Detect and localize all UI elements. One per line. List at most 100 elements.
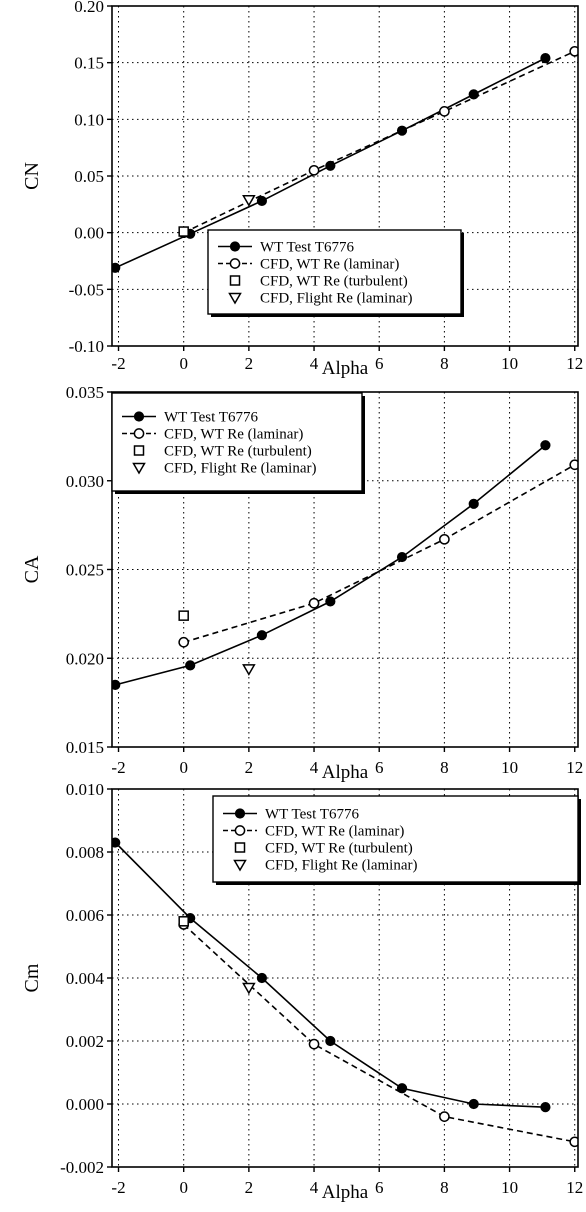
x-tick-label: 4	[310, 354, 319, 373]
y-tick-label: 0.035	[66, 383, 104, 402]
x-tick-label: 4	[310, 758, 319, 777]
x-tick-label: 2	[245, 354, 254, 373]
data-point	[569, 45, 578, 57]
x-tick-label: 12	[566, 1178, 583, 1197]
data-point	[178, 610, 189, 621]
legend-label: CFD, WT Re (turbulent)	[265, 841, 413, 857]
series-2	[178, 459, 578, 648]
legend-label: CFD, WT Re (turbulent)	[164, 444, 312, 460]
data-point	[325, 1035, 336, 1047]
series-1	[112, 837, 551, 1113]
legend-label: CFD, WT Re (laminar)	[164, 427, 303, 443]
data-point	[540, 53, 551, 64]
data-point	[308, 164, 320, 176]
data-point	[178, 916, 189, 927]
series-4	[242, 982, 256, 995]
legend-label: CFD, WT Re (turbulent)	[260, 274, 408, 290]
plot-frame	[111, 391, 579, 748]
data-point	[439, 106, 450, 117]
y-tick-label: 0.00	[74, 224, 104, 243]
legend-marker	[133, 411, 145, 422]
data-point	[439, 1111, 450, 1122]
data-point	[112, 837, 121, 848]
data-point	[178, 636, 190, 648]
series-1	[112, 440, 551, 690]
chart-panel-3: -0.002 0.000 0.002 0.004 0.006 0.008 0.010 -2 0 2…	[21, 780, 583, 1203]
legend-marker	[133, 445, 145, 456]
x-tick-label: 10	[501, 1178, 518, 1197]
y-tick-label: 0.05	[74, 167, 104, 186]
legend-marker	[234, 808, 246, 819]
x-axis-title: Alpha	[322, 358, 369, 379]
legend-label: CFD, Flight Re (laminar)	[265, 858, 418, 874]
y-axis-title: CN	[21, 162, 43, 190]
legend-label: CFD, WT Re (laminar)	[265, 824, 404, 840]
data-point	[396, 551, 408, 563]
y-tick-label: 0.008	[66, 843, 104, 862]
legend-box	[111, 392, 363, 492]
legend-marker	[229, 275, 241, 286]
legend-box	[212, 795, 579, 883]
legend-label: CFD, Flight Re (laminar)	[260, 291, 413, 307]
legend-marker	[233, 859, 247, 872]
legend-marker	[132, 462, 146, 475]
y-axis-title: Cm	[21, 963, 43, 992]
x-tick-label: 12	[566, 758, 583, 777]
x-tick-label: 8	[440, 354, 449, 373]
x-tick-label: 0	[179, 354, 188, 373]
series-line	[183, 923, 575, 1143]
x-tick-label: 10	[501, 758, 518, 777]
legend-box	[207, 229, 462, 315]
data-point	[569, 1136, 578, 1148]
x-tick-label: 10	[501, 354, 518, 373]
y-tick-label: 0.20	[74, 0, 104, 16]
y-tick-label: -0.002	[60, 1158, 104, 1177]
legend-label: CFD, Flight Re (laminar)	[164, 461, 317, 477]
series-2	[178, 919, 578, 1148]
data-point	[242, 195, 256, 207]
legend-label: WT Test T6776	[265, 807, 359, 823]
plot-area	[112, 837, 578, 1148]
y-tick-label: 0.010	[66, 780, 104, 799]
x-tick-label: 4	[310, 1178, 319, 1197]
data-point	[468, 498, 479, 509]
x-tick-label: 6	[375, 758, 384, 777]
x-tick-label: 8	[440, 758, 449, 777]
plot-area	[112, 440, 578, 690]
series-3	[178, 916, 189, 927]
data-point	[468, 1098, 479, 1110]
y-tick-label: 0.006	[66, 906, 104, 925]
x-tick-label: -2	[111, 758, 125, 777]
x-tick-label: 8	[440, 1178, 449, 1197]
y-tick-label: -0.05	[69, 280, 104, 299]
y-tick-label: 0.15	[74, 54, 104, 73]
y-tick-label: 0.000	[66, 1095, 104, 1114]
legend-marker	[234, 825, 246, 836]
x-axis-title: Alpha	[322, 762, 369, 783]
data-point	[242, 982, 256, 995]
plot-frame	[111, 5, 579, 347]
chart-panel-1: -0.10 -0.05 0.00 0.05 0.10 0.15 0.20 -2 0 2 4 6 8 10 1…	[21, 0, 583, 379]
x-tick-label: 2	[245, 758, 254, 777]
data-point	[256, 195, 268, 207]
x-tick-label: -2	[111, 1178, 125, 1197]
data-point	[112, 679, 121, 690]
series-3	[178, 226, 189, 237]
series-4	[242, 664, 256, 676]
data-point	[325, 596, 336, 607]
y-tick-label: 0.004	[66, 969, 105, 988]
data-point	[439, 533, 450, 545]
series-4	[242, 195, 256, 207]
data-point	[396, 1083, 408, 1094]
x-tick-label: 0	[179, 1178, 188, 1197]
y-tick-label: 0.015	[66, 738, 104, 757]
data-point	[112, 262, 121, 273]
x-tick-label: 6	[375, 1178, 384, 1197]
data-point	[540, 1102, 551, 1113]
plot-area	[112, 45, 578, 273]
data-point	[468, 89, 479, 100]
legend-marker	[133, 428, 145, 439]
plot-frame	[111, 788, 579, 1168]
data-point	[308, 597, 320, 609]
